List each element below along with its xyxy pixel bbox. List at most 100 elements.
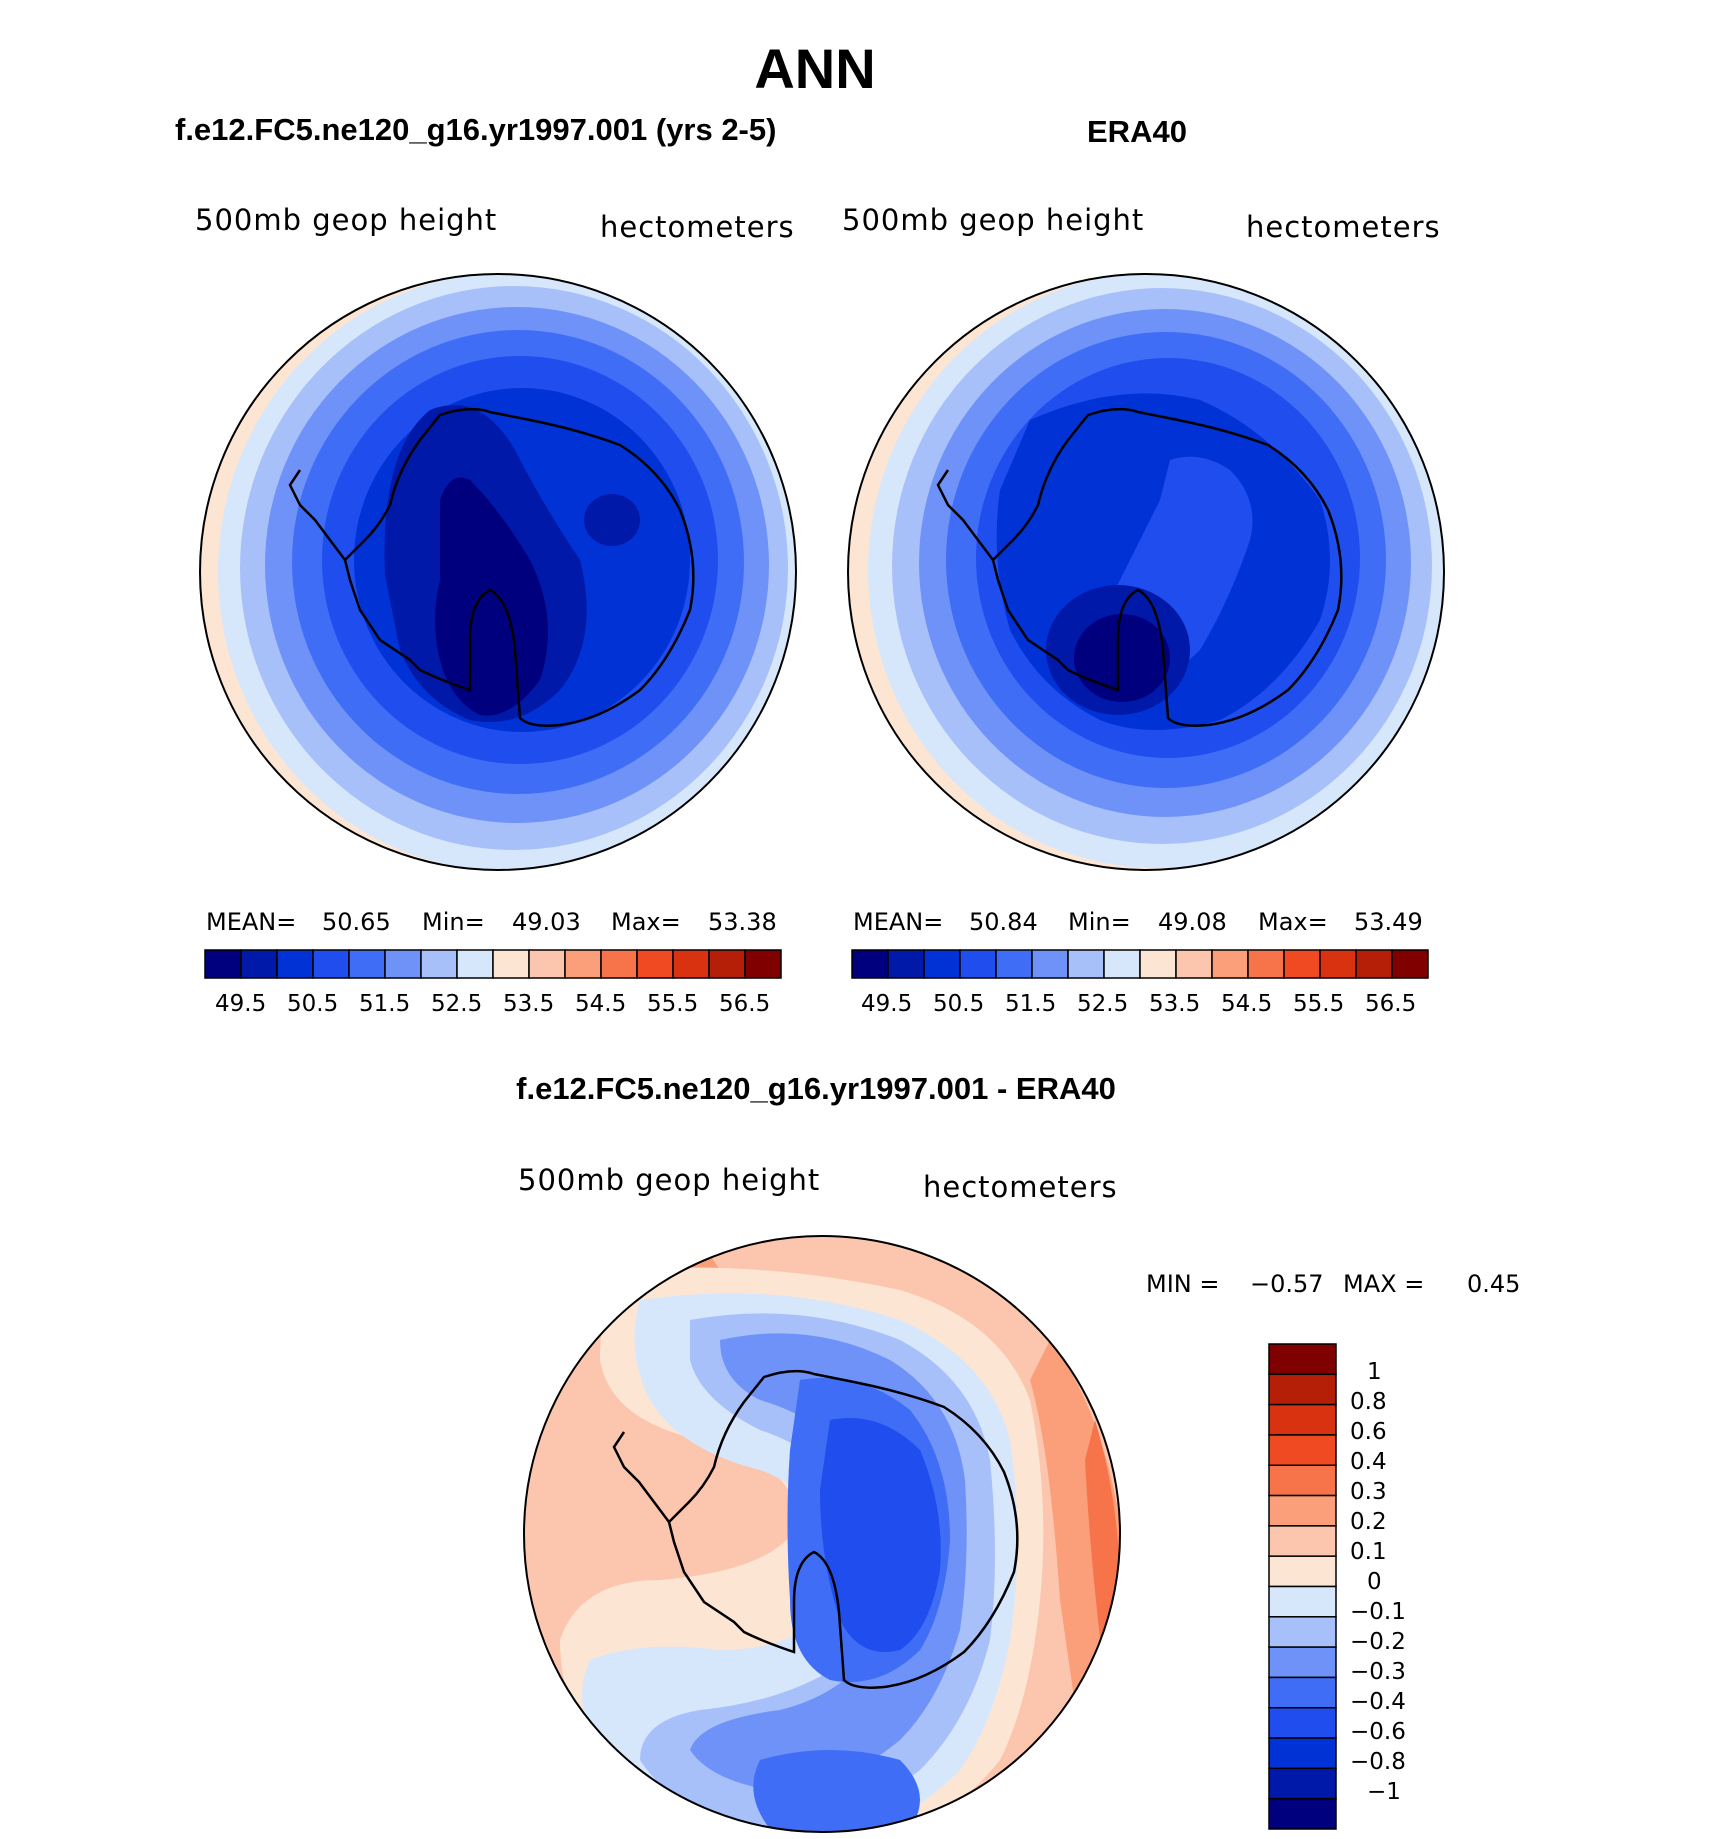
- colorbar-swatch: [348, 949, 386, 979]
- obs-mean-value: 50.84: [969, 908, 1038, 936]
- colorbar-swatch: [1175, 949, 1213, 979]
- model-min-value: 49.03: [512, 908, 581, 936]
- colorbar-swatch: [1268, 1373, 1337, 1406]
- diff-colorbar-tick: −0.1: [1350, 1599, 1406, 1625]
- diff-colorbar-tick: −0.6: [1350, 1719, 1406, 1745]
- diff-map: [523, 1235, 1121, 1833]
- diff-max-label: MAX =: [1343, 1270, 1425, 1298]
- model-max-value: 53.38: [708, 908, 777, 936]
- colorbar-swatch: [1268, 1525, 1337, 1557]
- colorbar-swatch: [204, 949, 242, 979]
- colorbar-swatch: [1268, 1585, 1337, 1618]
- colorbar-swatch: [887, 949, 925, 979]
- antarctic-peninsula-coastline: [288, 469, 346, 561]
- colorbar-swatch: [1268, 1555, 1337, 1588]
- model-min-label: Min=: [422, 908, 485, 936]
- diff-colorbar-tick: 0.4: [1350, 1449, 1387, 1475]
- model-mean-label: MEAN=: [206, 908, 297, 936]
- colorbar-swatch: [1391, 949, 1429, 979]
- model-colorbar-tick: 51.5: [359, 991, 411, 1017]
- obs-map: [847, 273, 1445, 871]
- obs-colorbar-tick: 49.5: [861, 991, 913, 1017]
- map-fill-contour: [753, 1750, 920, 1832]
- antarctic-peninsula-coastline: [612, 1431, 670, 1523]
- obs-colorbar-tick: 51.5: [1005, 991, 1057, 1017]
- obs-mean-label: MEAN=: [853, 908, 944, 936]
- model-max-label: Max=: [611, 908, 681, 936]
- obs-units-label: hectometers: [1246, 210, 1441, 244]
- obs-colorbar-tick: 52.5: [1077, 991, 1129, 1017]
- colorbar-swatch: [276, 949, 314, 979]
- obs-colorbar: [851, 949, 1429, 979]
- colorbar-swatch: [1268, 1343, 1337, 1376]
- colorbar-swatch: [1355, 949, 1393, 979]
- diff-panel-title: f.e12.FC5.ne120_g16.yr1997.001 - ERA40: [516, 1071, 1116, 1106]
- model-colorbar-tick: 50.5: [287, 991, 339, 1017]
- diff-colorbar-tick: 0: [1367, 1569, 1382, 1595]
- obs-variable-label: 500mb geop height: [842, 203, 1145, 237]
- antarctica-coastline: [343, 407, 695, 727]
- colorbar-swatch: [1268, 1707, 1337, 1739]
- colorbar-swatch: [672, 949, 710, 979]
- colorbar-swatch: [1103, 949, 1141, 979]
- colorbar-swatch: [1139, 949, 1177, 979]
- colorbar-swatch: [995, 949, 1033, 979]
- model-variable-label: 500mb geop height: [195, 203, 498, 237]
- colorbar-swatch: [456, 949, 494, 979]
- colorbar-swatch: [1268, 1434, 1337, 1466]
- diff-min-value: −0.57: [1250, 1270, 1324, 1298]
- colorbar-swatch: [1319, 949, 1357, 979]
- colorbar-swatch: [1268, 1737, 1337, 1770]
- model-colorbar-tick: 54.5: [575, 991, 627, 1017]
- colorbar-swatch: [1268, 1494, 1337, 1527]
- antarctica-coastline: [991, 407, 1343, 727]
- map-boundary: [523, 1235, 1121, 1833]
- colorbar-swatch: [312, 949, 350, 979]
- model-mean-value: 50.65: [322, 908, 391, 936]
- colorbar-swatch: [744, 949, 782, 979]
- diff-min-label: MIN =: [1146, 1270, 1220, 1298]
- model-units-label: hectometers: [600, 210, 795, 244]
- obs-max-value: 53.49: [1354, 908, 1423, 936]
- diff-colorbar-tick: −1: [1367, 1779, 1401, 1805]
- diff-colorbar-tick: 0.1: [1350, 1539, 1387, 1565]
- colorbar-swatch: [1268, 1464, 1337, 1497]
- obs-max-label: Max=: [1258, 908, 1328, 936]
- obs-min-label: Min=: [1068, 908, 1131, 936]
- colorbar-swatch: [1067, 949, 1105, 979]
- antarctica-coastline: [667, 1369, 1019, 1689]
- obs-colorbar-tick: 53.5: [1149, 991, 1201, 1017]
- colorbar-swatch: [1283, 949, 1321, 979]
- colorbar-swatch: [1268, 1646, 1337, 1679]
- colorbar-swatch: [420, 949, 458, 979]
- diff-colorbar-tick: −0.2: [1350, 1629, 1406, 1655]
- map-fill-contour: [584, 494, 640, 546]
- model-colorbar-tick: 56.5: [719, 991, 771, 1017]
- colorbar-swatch: [1031, 949, 1069, 979]
- map-boundary: [199, 273, 797, 871]
- colorbar-swatch: [564, 949, 602, 979]
- obs-colorbar-tick: 56.5: [1365, 991, 1417, 1017]
- colorbar-swatch: [1247, 949, 1285, 979]
- diff-colorbar-tick: −0.3: [1350, 1659, 1406, 1685]
- model-colorbar-tick: 53.5: [503, 991, 555, 1017]
- colorbar-swatch: [240, 949, 278, 979]
- model-colorbar-tick: 49.5: [215, 991, 267, 1017]
- colorbar-swatch: [492, 949, 530, 979]
- colorbar-swatch: [528, 949, 566, 979]
- map-fill-contour: [1074, 614, 1170, 702]
- main-title: ANN: [754, 37, 876, 100]
- model-map: [199, 273, 797, 871]
- model-colorbar-tick: 52.5: [431, 991, 483, 1017]
- diff-colorbar-tick: −0.8: [1350, 1749, 1406, 1775]
- diff-colorbar-tick: 0.2: [1350, 1509, 1387, 1535]
- colorbar-swatch: [636, 949, 674, 979]
- model-colorbar: [204, 949, 782, 979]
- colorbar-swatch: [959, 949, 997, 979]
- diff-colorbar-tick: 0.8: [1350, 1389, 1387, 1415]
- colorbar-swatch: [1268, 1767, 1337, 1800]
- diff-colorbar-tick: 1: [1367, 1359, 1382, 1385]
- diff-colorbar-tick: 0.6: [1350, 1419, 1387, 1445]
- diff-colorbar: [1268, 1343, 1337, 1830]
